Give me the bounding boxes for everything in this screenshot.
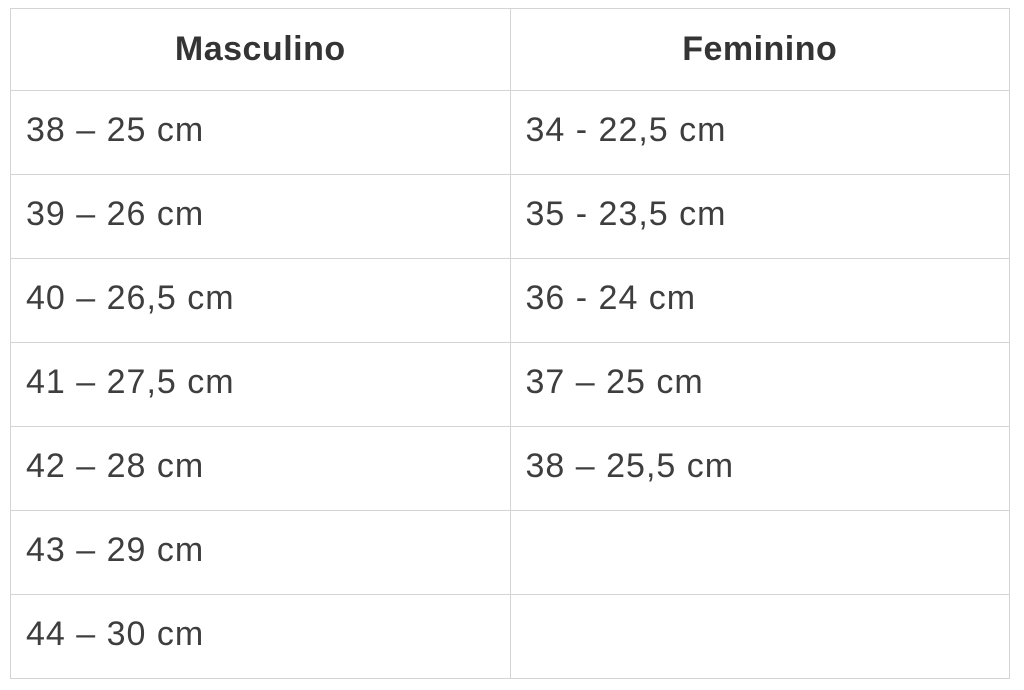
cell-feminino: 38 – 25,5 cm [509, 426, 1010, 511]
cell-feminino [509, 594, 1010, 679]
cell-masculino: 38 – 25 cm [10, 90, 511, 175]
table-row: 43 – 29 cm [10, 510, 1010, 595]
cell-feminino: 36 - 24 cm [509, 258, 1010, 343]
cell-feminino: 37 – 25 cm [509, 342, 1010, 427]
table-row: 44 – 30 cm [10, 594, 1010, 679]
cell-feminino: 34 - 22,5 cm [509, 90, 1010, 175]
cell-masculino: 40 – 26,5 cm [10, 258, 511, 343]
cell-masculino: 43 – 29 cm [10, 510, 511, 595]
table-row: 40 – 26,5 cm 36 - 24 cm [10, 258, 1010, 343]
table-row: 38 – 25 cm 34 - 22,5 cm [10, 90, 1010, 175]
table-row: 41 – 27,5 cm 37 – 25 cm [10, 342, 1010, 427]
header-row: Masculino Feminino [10, 8, 1010, 91]
column-header-masculino: Masculino [10, 8, 511, 91]
table-row: 42 – 28 cm 38 – 25,5 cm [10, 426, 1010, 511]
cell-feminino [509, 510, 1010, 595]
cell-masculino: 41 – 27,5 cm [10, 342, 511, 427]
table-row: 39 – 26 cm 35 - 23,5 cm [10, 174, 1010, 259]
table-header: Masculino Feminino [10, 8, 1010, 91]
column-header-feminino: Feminino [509, 8, 1010, 91]
cell-masculino: 42 – 28 cm [10, 426, 511, 511]
cell-masculino: 39 – 26 cm [10, 174, 511, 259]
size-conversion-table: Masculino Feminino 38 – 25 cm 34 - 22,5 … [10, 8, 1010, 679]
table-body: 38 – 25 cm 34 - 22,5 cm 39 – 26 cm 35 - … [10, 90, 1010, 679]
cell-feminino: 35 - 23,5 cm [509, 174, 1010, 259]
cell-masculino: 44 – 30 cm [10, 594, 511, 679]
